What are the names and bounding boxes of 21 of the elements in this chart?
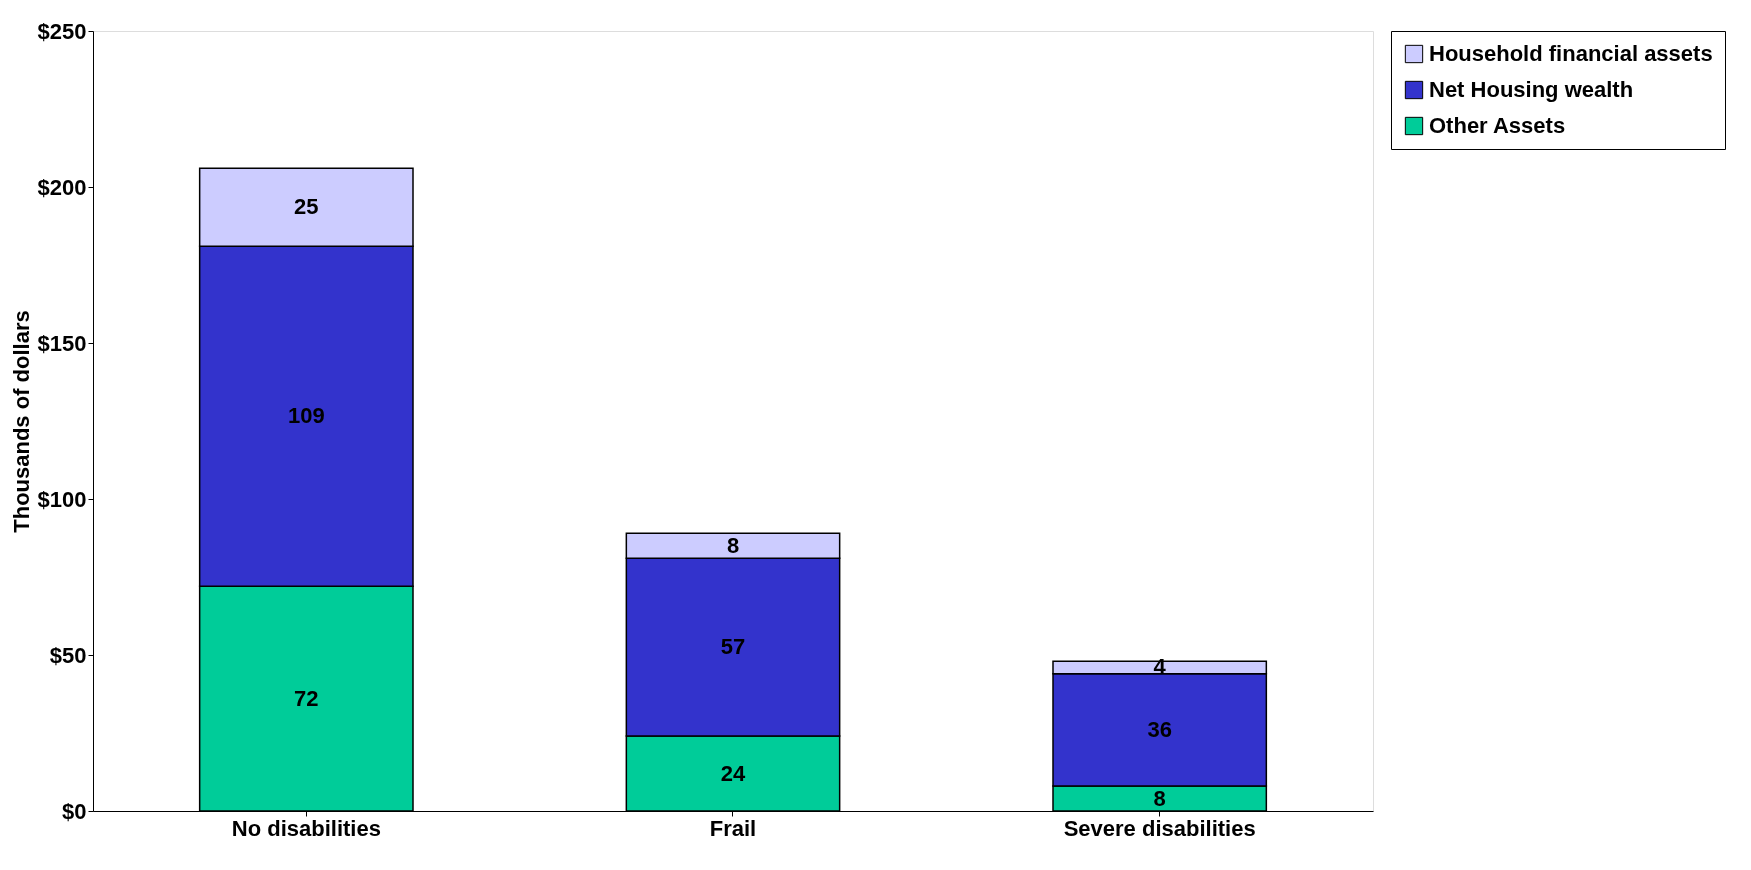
x-tick-label: Frail <box>709 815 757 841</box>
y-tick-label: $0 <box>62 798 87 824</box>
data-label: 8 <box>726 532 740 558</box>
y-tick-label: $150 <box>37 330 87 356</box>
data-label: 109 <box>287 403 325 429</box>
y-tick-label: $50 <box>49 642 87 668</box>
y-tick-label: $100 <box>37 486 87 512</box>
data-label: 72 <box>294 685 319 711</box>
data-label: 25 <box>294 194 319 220</box>
legend-label: Other Assets <box>1429 113 1566 138</box>
data-label: 36 <box>1147 716 1172 742</box>
data-label: 8 <box>1153 785 1166 811</box>
y-tick-label: $200 <box>37 174 87 200</box>
data-label: 24 <box>720 760 746 786</box>
legend-label: Net Housing wealth <box>1429 77 1634 102</box>
x-tick-label: No disabilities <box>231 815 381 841</box>
data-label: 57 <box>720 634 746 660</box>
y-axis-title: Thousands of dollars <box>8 310 34 533</box>
y-tick-label: $250 <box>37 18 87 44</box>
legend-label: Household financial assets <box>1429 41 1713 66</box>
x-tick-label: Severe disabilities <box>1063 815 1256 841</box>
